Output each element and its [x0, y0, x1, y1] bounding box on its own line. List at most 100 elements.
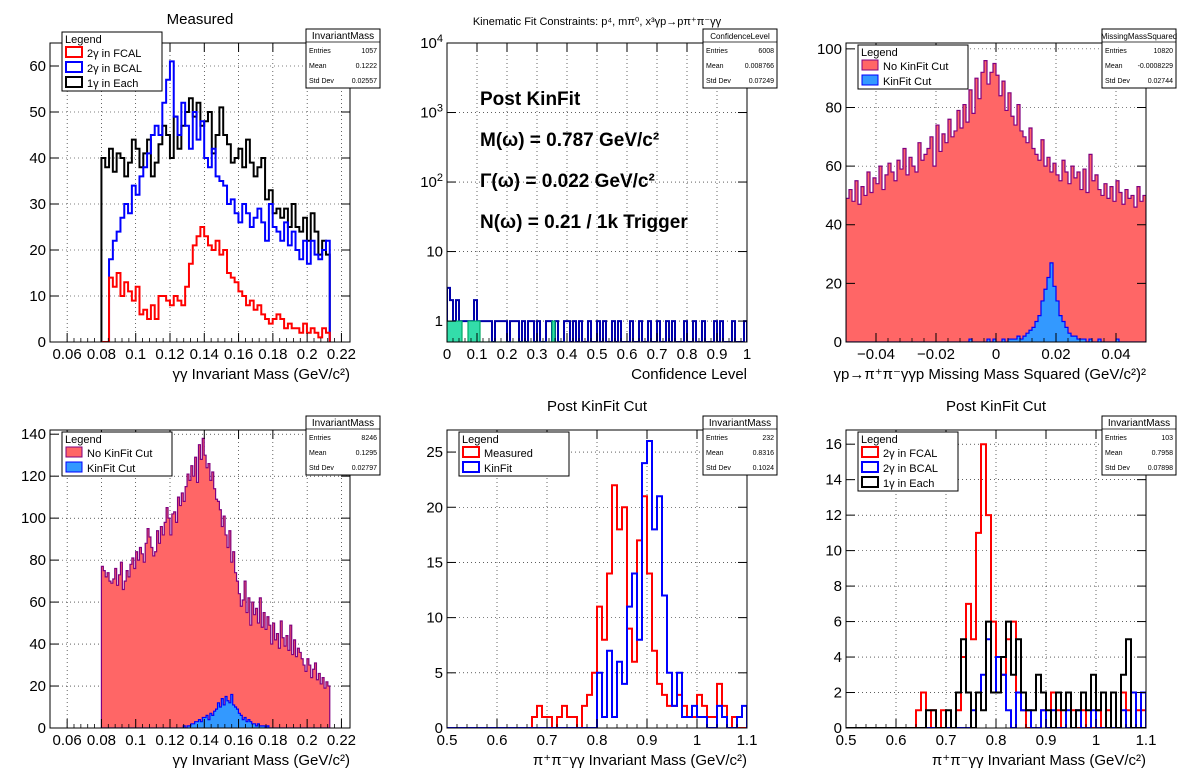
- x-tick-label: 0.12: [155, 732, 184, 749]
- y-tick-label: 102: [420, 172, 443, 191]
- legend-title: Legend: [861, 434, 898, 446]
- x-tick-label: 0.8: [986, 732, 1007, 749]
- legend: Legend Measured KinFit: [458, 431, 570, 477]
- series-s0-line: [447, 286, 747, 342]
- stats-value: 103: [1161, 435, 1173, 442]
- x-tick-label: −0.02: [917, 346, 955, 363]
- legend-label: No KinFit Cut: [87, 448, 152, 460]
- x-axis-label: Confidence Level: [631, 366, 747, 383]
- y-tick-label: 6: [834, 614, 842, 631]
- y-tick-label: 20: [29, 678, 46, 695]
- stats-value: 0.8316: [753, 450, 775, 457]
- y-tick-label: 140: [21, 426, 46, 443]
- x-tick-label: 0.5: [587, 346, 608, 363]
- series-kinfit-line: [447, 440, 747, 728]
- x-tick-label: 1: [1092, 732, 1100, 749]
- x-tick-label: 0.5: [836, 732, 857, 749]
- stats-name: ConfidenceLevel: [710, 32, 770, 41]
- x-tick-label: 0: [443, 346, 451, 363]
- stats-box: InvariantMass Entries 8246 Mean 0.1295 Std De…: [305, 415, 381, 476]
- y-tick-label: 20: [426, 499, 443, 516]
- y-tick-label: 80: [29, 552, 46, 569]
- annotation-text: N(ω) = 0.21 / 1k Trigger: [480, 212, 688, 233]
- y-tick-label: 60: [825, 158, 842, 175]
- x-tick-label: 0.16: [224, 732, 253, 749]
- stats-name: InvariantMass: [709, 418, 771, 429]
- chart-title: Post KinFit Cut: [946, 398, 1047, 415]
- x-tick-label: 1.1: [737, 732, 758, 749]
- legend-label: 2γ in FCAL: [87, 48, 141, 60]
- stats-value: 0.1024: [753, 465, 775, 472]
- legend-title: Legend: [65, 434, 102, 446]
- y-tick-label: 1: [435, 313, 443, 330]
- y-tick-label: 120: [21, 468, 46, 485]
- legend-swatch: [65, 461, 83, 473]
- x-tick-label: 0.2: [297, 732, 318, 749]
- x-tick-label: 0.1: [467, 346, 488, 363]
- legend-swatch: [65, 76, 83, 88]
- stats-frame: [1101, 28, 1177, 89]
- plot-frame: [49, 429, 351, 729]
- stats-key: Entries: [706, 435, 728, 442]
- series-2-in-fcal-line: [101, 226, 331, 342]
- series-1-in-each-line: [100, 97, 331, 342]
- x-tick-label: 0.9: [707, 346, 728, 363]
- y-tick-label: 60: [29, 58, 46, 75]
- y-tick-label: 20: [29, 242, 46, 259]
- stats-value: 10820: [1154, 48, 1174, 55]
- x-tick-label: 0.22: [327, 346, 356, 363]
- x-tick-label: 0.1: [125, 732, 146, 749]
- x-tick-label: 0.08: [87, 732, 116, 749]
- y-tick-label: 60: [29, 594, 46, 611]
- x-tick-label: 0.2: [497, 346, 518, 363]
- series-group: [846, 59, 1146, 342]
- x-axis-label: π⁺π⁻γγ Invariant Mass (GeV/c²): [533, 752, 747, 769]
- stats-frame: [1101, 415, 1177, 476]
- plot-p6: 0.5 0.6 0.7 0.8 0.9 1 1.1 0 2 4 6 8 10 12 14 16 π⁺π⁻γγ I…: [825, 398, 1177, 769]
- y-tick-label: 25: [426, 444, 443, 461]
- x-tick-label: 0.2: [297, 346, 318, 363]
- stats-value: 0.7958: [1152, 450, 1174, 457]
- plot-p1: 0.06 0.08 0.1 0.12 0.14 0.16 0.18 0.2 0.22 0 10 20 3…: [29, 11, 381, 383]
- x-axis-label: γp→π⁺π⁻γγp Missing Mass Squared (GeV/c²)…: [834, 366, 1146, 383]
- series-no-kinfit-cut-fill: [846, 60, 1146, 342]
- legend-swatch: [65, 46, 83, 58]
- series-no-kinfit-cut-line: [100, 437, 331, 728]
- stats-name: InvariantMass: [312, 31, 374, 42]
- plot-p2: 0 0.1 0.2 0.3 0.4 0.5 0.6 0.7 0.8 0.9 1 1 10 102 103 10…: [420, 16, 778, 383]
- stats-key: Std Dev: [309, 78, 334, 85]
- stats-key: Std Dev: [1105, 78, 1130, 85]
- y-tick-label: 10: [426, 610, 443, 627]
- chart-title: Measured: [167, 11, 234, 28]
- stats-key: Std Dev: [706, 465, 731, 472]
- stats-value: 8246: [361, 435, 377, 442]
- series-no-kinfit-cut-line: [846, 59, 1146, 342]
- x-tick-label: 0: [992, 346, 1000, 363]
- stats-value: 0.02797: [352, 465, 377, 472]
- x-tick-label: 0.04: [1101, 346, 1130, 363]
- series-2-in-bcal-line: [101, 60, 331, 342]
- x-tick-label: 0.6: [617, 346, 638, 363]
- x-tick-label: 0.02: [1041, 346, 1070, 363]
- stats-key: Std Dev: [706, 78, 731, 85]
- x-tick-label: 0.5: [437, 732, 458, 749]
- x-tick-label: 0.7: [936, 732, 957, 749]
- stats-key: Entries: [309, 48, 331, 55]
- y-tick-label: 10: [426, 244, 443, 261]
- series-2-in-fcal-line: [846, 443, 1146, 728]
- x-tick-label: 0.6: [487, 732, 508, 749]
- stats-frame: [305, 28, 381, 89]
- annotation-text: Γ(ω) = 0.022 GeV/c²: [480, 171, 655, 192]
- y-tick-label: 0: [834, 334, 842, 351]
- chart-title: Kinematic Fit Constraints: p⁴, mπ⁰, x³γp…: [473, 16, 722, 28]
- stats-box: InvariantMass Entries 1057 Mean 0.1222 Std De…: [305, 28, 381, 89]
- series-1-in-each-line: [846, 620, 1146, 728]
- y-tick-label: 40: [29, 636, 46, 653]
- stats-name: MissingMassSquared: [1101, 32, 1177, 41]
- legend-title: Legend: [65, 34, 102, 46]
- legend-swatch: [861, 461, 879, 473]
- y-tick-label: 80: [825, 99, 842, 116]
- legend: Legend 2γ in FCAL 2γ in BCAL 1γ in Each: [61, 31, 163, 92]
- legend-swatch: [65, 446, 83, 458]
- stats-key: Entries: [1105, 48, 1127, 55]
